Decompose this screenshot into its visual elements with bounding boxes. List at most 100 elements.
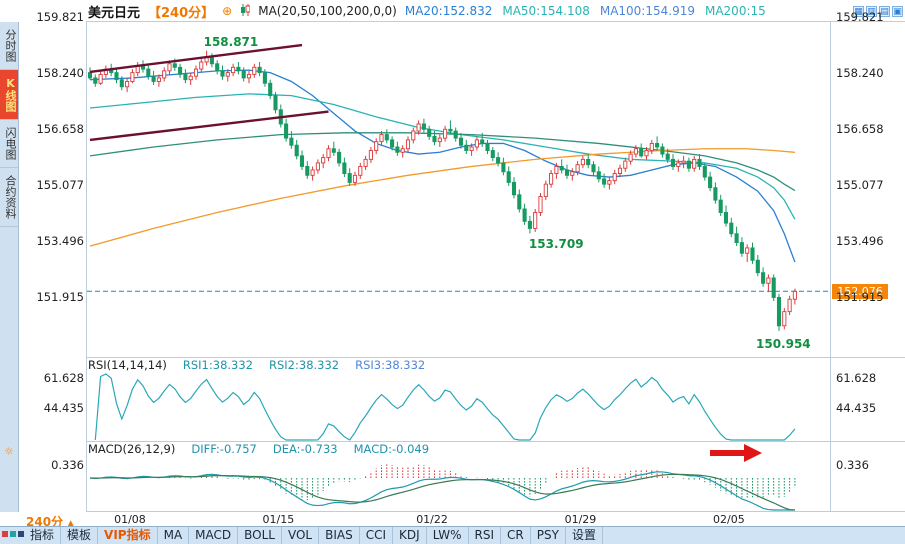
price-tick-left: 151.915 [36, 290, 84, 304]
ma-line-MA20 [89, 69, 796, 263]
bottom-tab[interactable]: LW% [427, 527, 469, 544]
layout-icon[interactable]: ▦ [853, 5, 864, 17]
macd-tick-left: 0.336 [51, 458, 84, 472]
ma-value: MA50:154.108 [502, 4, 590, 18]
trend-channel-line[interactable] [89, 110, 329, 142]
corner-layout-button[interactable] [18, 531, 24, 537]
rsi-param-label: RSI(14,14,14) [88, 358, 167, 372]
layout-icon[interactable]: ▣ [892, 5, 903, 17]
macd-dea-line [89, 473, 795, 511]
bottom-tab[interactable]: CCI [360, 527, 394, 544]
price-tick-right: 153.496 [836, 234, 884, 248]
divider [830, 22, 831, 512]
rsi-line [94, 373, 796, 441]
ma-value: MA20:152.832 [404, 4, 493, 18]
rsi-tick-left: 44.435 [43, 401, 84, 415]
macd-panel-canvas[interactable] [87, 456, 830, 512]
rsi-value: RSI2:38.332 [269, 358, 340, 372]
price-tick-right: 159.821 [836, 10, 884, 24]
bottom-tab[interactable]: VOL [282, 527, 320, 544]
rsi-panel-canvas[interactable] [87, 372, 830, 442]
ma-line-MA100 [89, 132, 796, 192]
bottom-tab[interactable]: 指标 [24, 527, 62, 544]
header: 美元日元 【240分】 ⊕ MA(20,50,100,200,0,0) MA20… [0, 0, 905, 22]
x-axis-date: 01/08 [114, 513, 146, 526]
x-axis-date: 01/15 [262, 513, 295, 526]
bottom-tab[interactable]: BOLL [238, 527, 282, 544]
period-selector-label: 240分 [26, 515, 64, 529]
price-tick-right: 158.240 [836, 66, 884, 80]
price-tick-left: 155.077 [36, 178, 84, 192]
rsi-value: RSI1:38.332 [182, 358, 253, 372]
price-tick-left: 158.240 [36, 66, 84, 80]
ma-legend: MA20:152.832 MA50:154.108 MA100:154.919 MA2… [405, 4, 766, 18]
rsi-legend-row: RSI(14,14,14) RSI1:38.332 RSI2:38.332 RSI3:… [88, 358, 425, 372]
indicator-tab-bar: 指标 模板 VIP指标 MA MACD BOLL VOL BIAS CCI KDJ LW% RSI CR… [0, 526, 905, 544]
tool-sun-icon[interactable]: ☼ [4, 445, 14, 458]
macd-legend-row: MACD(26,12,9) DIFF:-0.757 DEA:-0.733 MACD:-… [88, 442, 429, 456]
ma-line-MA50 [89, 93, 796, 220]
divider [86, 22, 87, 512]
bottom-tab[interactable]: MACD [189, 527, 239, 544]
sidebar-tab[interactable]: 合约资料 [0, 168, 18, 227]
corner-layout-button[interactable] [2, 531, 8, 537]
rsi-value: RSI3:38.332 [355, 358, 426, 372]
bottom-tab[interactable]: CR [501, 527, 531, 544]
price-annotation: 158.871 [203, 34, 259, 49]
layout-icon[interactable]: ▤ [879, 5, 890, 17]
rsi-tick-left: 61.628 [43, 371, 84, 385]
price-tick-right: 156.658 [836, 122, 884, 136]
ma-value: MA200:15 [704, 4, 766, 18]
macd-value: DIFF:-0.757 [191, 442, 257, 456]
caret-up-icon: ▲ [67, 519, 75, 529]
macd-diff-line [89, 471, 795, 511]
period-selector-button[interactable]: 240分 ▲ [26, 513, 74, 530]
price-tick-left: 159.821 [36, 10, 84, 24]
macd-value: MACD:-0.049 [353, 442, 430, 456]
window-controls: ▦ ▥ ▤ ▣ [853, 5, 905, 17]
sidebar-tab[interactable]: K线图 [0, 70, 18, 120]
macd-tick-right: 0.336 [836, 458, 869, 472]
price-tick-left: 156.658 [36, 122, 84, 136]
price-tick-right: 151.915 [836, 290, 884, 304]
bottom-tab[interactable]: MA [158, 527, 190, 544]
divider [86, 21, 905, 22]
price-annotation: 153.709 [528, 237, 584, 252]
corner-layout-button[interactable] [10, 531, 16, 537]
x-axis-date: 02/05 [713, 513, 745, 526]
divider [86, 441, 905, 442]
price-tick-right: 155.077 [836, 178, 884, 192]
trend-channel-line[interactable] [89, 43, 303, 74]
bottom-tab[interactable]: 设置 [566, 527, 603, 544]
chart-type-sidebar: 分时图 K线图 闪电图 合约资料 [0, 22, 19, 512]
bottom-tab[interactable]: PSY [531, 527, 566, 544]
bottom-tab[interactable]: VIP指标 [98, 527, 158, 544]
divider [86, 357, 905, 358]
period-label: 【240分】 [148, 5, 215, 21]
ma-indicator-label: MA(20,50,100,200,0,0) [258, 4, 397, 18]
rsi-tick-right: 61.628 [836, 371, 877, 385]
main-chart-canvas[interactable] [87, 22, 830, 358]
rsi-tick-right: 44.435 [836, 401, 877, 415]
x-axis-date: 01/29 [564, 513, 597, 526]
current-price-tag: 152.076 [832, 284, 888, 300]
bottom-tab[interactable]: BIAS [319, 527, 360, 544]
annotation-arrow[interactable] [710, 442, 764, 464]
symbol-title: 美元日元 [88, 5, 141, 21]
layout-corner-controls [2, 531, 24, 537]
sidebar-tab[interactable]: 分时图 [0, 22, 18, 70]
bottom-tab[interactable]: RSI [469, 527, 502, 544]
bottom-tab[interactable]: 模板 [61, 527, 99, 544]
price-tick-left: 153.496 [36, 234, 84, 248]
divider [86, 511, 905, 512]
candlestick-icon [240, 3, 251, 19]
macd-param-label: MACD(26,12,9) [88, 442, 176, 456]
ma-value: MA100:154.919 [599, 4, 695, 18]
bottom-tab[interactable]: KDJ [393, 527, 427, 544]
link-icon[interactable]: ⊕ [222, 4, 233, 18]
price-annotation: 150.954 [756, 336, 811, 351]
sidebar-tab[interactable]: 闪电图 [0, 120, 18, 168]
layout-icon[interactable]: ▥ [866, 5, 877, 17]
x-axis-date: 01/22 [416, 513, 448, 526]
macd-value: DEA:-0.733 [272, 442, 338, 456]
